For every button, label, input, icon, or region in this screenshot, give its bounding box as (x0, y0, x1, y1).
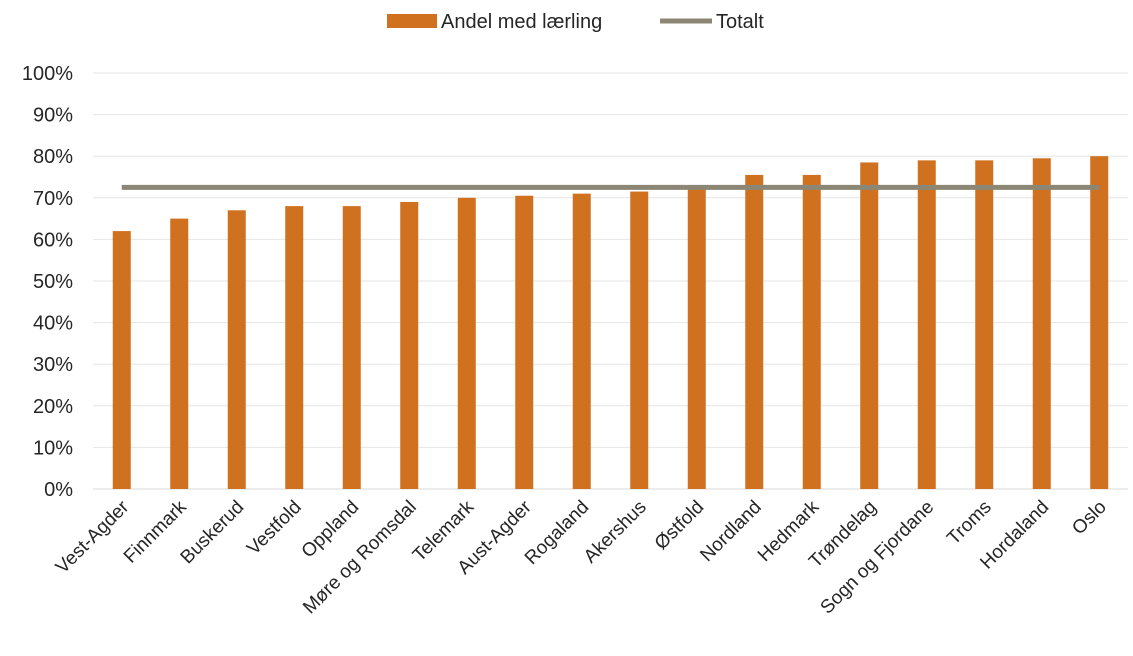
legend-label-andel-med-laerling: Andel med lærling (441, 11, 602, 33)
bar (1090, 156, 1109, 489)
bar (170, 218, 189, 489)
bar (572, 193, 591, 489)
y-tick-label: 40% (33, 313, 73, 335)
bars (112, 156, 1109, 490)
bar (802, 174, 821, 490)
bar (917, 160, 936, 490)
y-tick-label: 100% (22, 63, 73, 85)
bar (687, 187, 706, 489)
x-category-label: Vest-Agder (52, 496, 134, 578)
x-category-label: Møre og Romsdal (299, 497, 421, 619)
legend: Andel med lærling Totalt (387, 11, 764, 33)
y-tick-label: 70% (33, 188, 73, 210)
x-category-label: Vestfold (243, 497, 306, 560)
bar (342, 206, 361, 489)
y-tick-label: 10% (33, 437, 73, 459)
bar (1032, 158, 1051, 489)
y-tick-label: 0% (44, 479, 73, 501)
bar (285, 206, 304, 489)
x-category-label: Akershus (580, 497, 651, 568)
bar (975, 160, 994, 490)
bar (400, 201, 419, 489)
x-axis-category-labels: Vest-AgderFinnmarkBuskerudVestfoldOpplan… (52, 496, 1111, 618)
y-tick-label: 20% (33, 396, 73, 418)
x-category-label: Sogn og Fjordane (817, 497, 939, 619)
bar (112, 231, 131, 489)
y-tick-label: 30% (33, 354, 73, 376)
x-category-label: Nordland (696, 497, 765, 566)
bar (745, 174, 764, 490)
y-tick-label: 90% (33, 105, 73, 127)
y-tick-label: 80% (33, 146, 73, 168)
bar (630, 191, 649, 489)
y-tick-label: 50% (33, 271, 73, 293)
x-category-label: Østfold (651, 497, 708, 554)
y-axis-tick-labels: 0% 10% 20% 30% 40% 50% 60% 70% 80% 90% 100% (22, 63, 73, 501)
bar (457, 197, 476, 490)
bar (860, 162, 879, 489)
x-category-label: Buskerud (177, 497, 249, 569)
legend-label-totalt: Totalt (716, 11, 764, 33)
bar (515, 195, 534, 489)
x-category-label: Oslo (1068, 497, 1110, 539)
legend-swatch-andel-med-laerling (387, 14, 437, 28)
gridlines (93, 72, 1128, 490)
bar (227, 210, 246, 489)
y-tick-label: 60% (33, 229, 73, 251)
x-category-label: Troms (943, 497, 995, 549)
